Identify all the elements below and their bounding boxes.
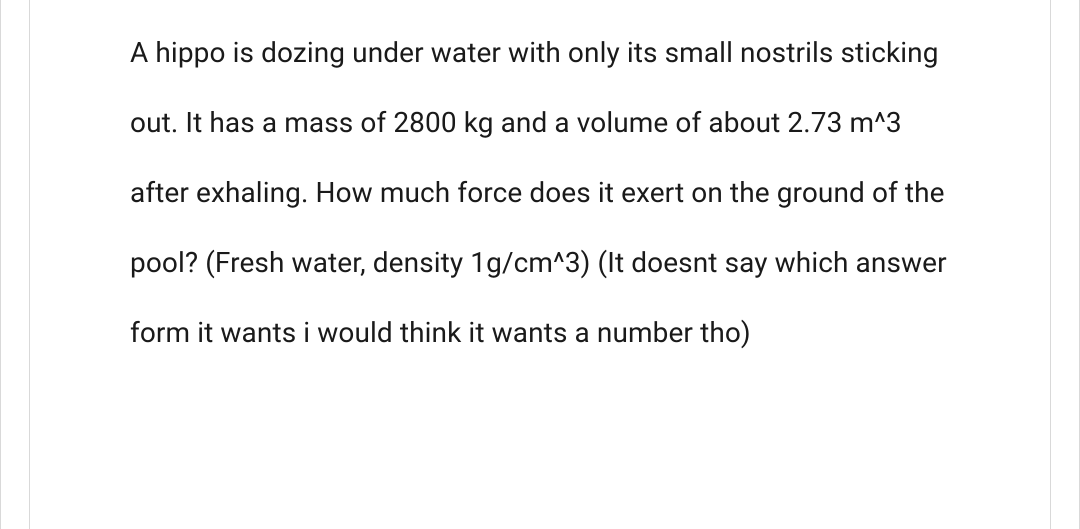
page-outer-frame: A hippo is dozing under water with only …: [0, 0, 1080, 529]
question-body-text: A hippo is dozing under water with only …: [130, 18, 950, 368]
page-inner-frame: A hippo is dozing under water with only …: [29, 0, 1051, 529]
